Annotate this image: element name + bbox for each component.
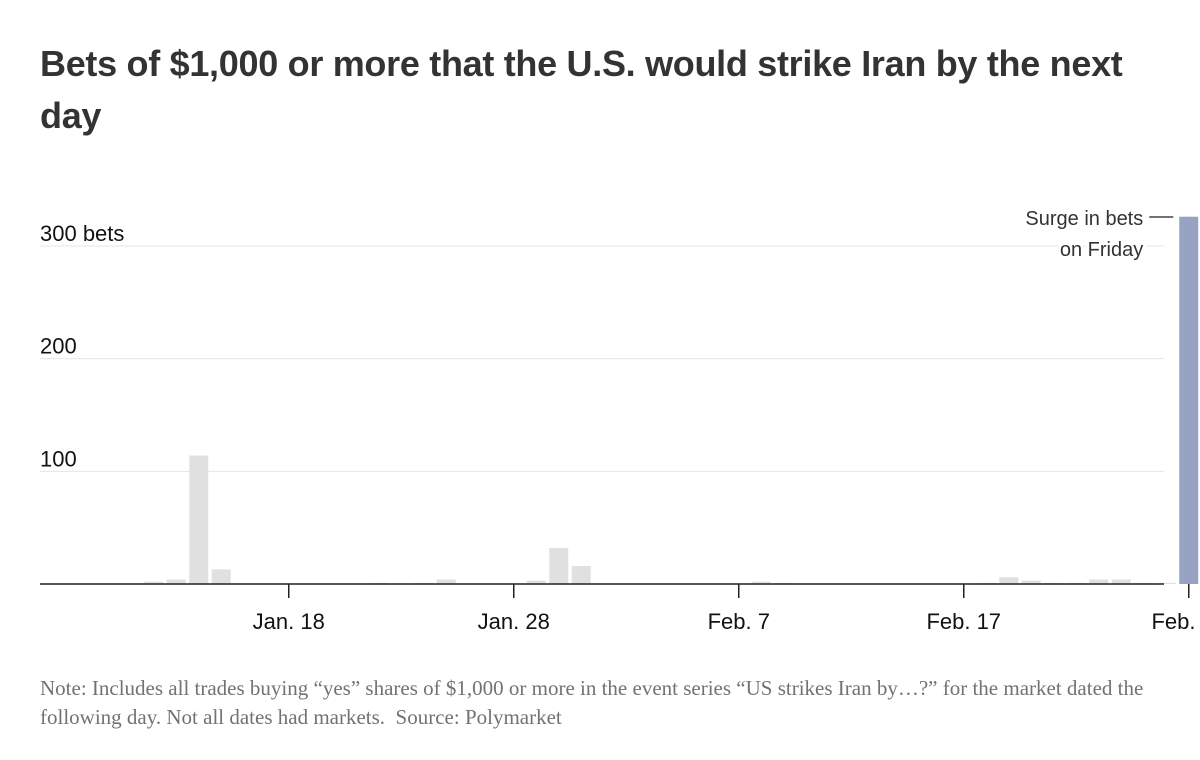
annotation-text: on Friday (1060, 239, 1143, 261)
bar (1021, 580, 1041, 584)
y-tick-label: 200 (40, 334, 77, 359)
bar (166, 579, 186, 584)
bar (549, 547, 569, 584)
x-tick-label: Jan. 18 (253, 609, 325, 634)
x-tick-label: Feb. 7 (708, 609, 770, 634)
bars (144, 216, 1199, 584)
annotation-text: Surge in bets (1025, 208, 1143, 230)
bar (436, 579, 456, 584)
bar (999, 577, 1019, 584)
gridlines (40, 245, 1164, 472)
x-tick-label: Feb. 17 (926, 609, 1001, 634)
x-tick-label: Jan. 28 (478, 609, 550, 634)
x-axis (40, 583, 1190, 598)
note-text: Note: Includes all trades buying “yes” s… (40, 676, 1149, 729)
bar (751, 581, 771, 584)
bar (571, 565, 591, 584)
bar (144, 581, 164, 584)
y-tick-label: 100 (40, 446, 77, 471)
axis-labels: 300 bets 200 100 Jan. 18 Jan. 28 Feb. 7 Feb. 1… (40, 221, 1200, 634)
bar (189, 455, 209, 584)
bar (526, 580, 546, 584)
annotation: Surge in bets on Friday (1022, 205, 1174, 264)
bar-highlight (1179, 216, 1199, 584)
chart-note: Note: Includes all trades buying “yes” s… (40, 674, 1160, 732)
bar (1089, 579, 1109, 584)
bar (1156, 582, 1176, 584)
bar (211, 569, 231, 584)
bar (1111, 579, 1131, 584)
y-tick-label: 300 bets (40, 221, 124, 246)
x-tick-label: Feb. 27 (1151, 609, 1200, 634)
chart-title: Bets of $1,000 or more that the U.S. wou… (40, 43, 1123, 136)
